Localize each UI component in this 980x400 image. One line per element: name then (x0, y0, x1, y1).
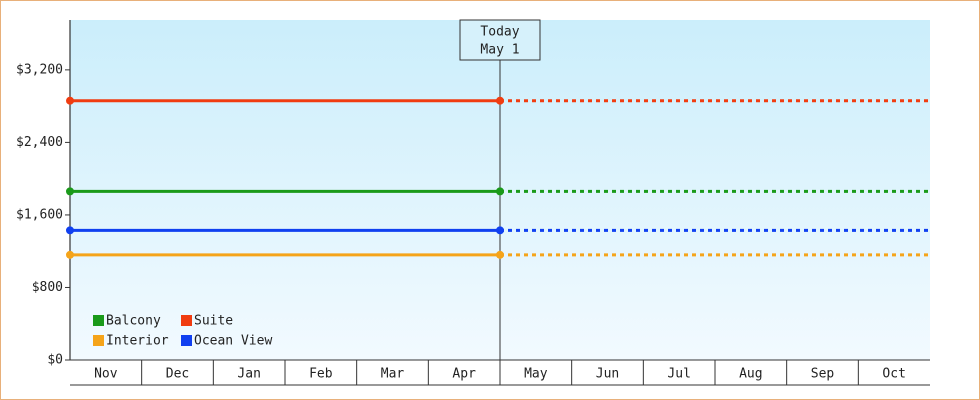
point (496, 226, 504, 235)
point (66, 187, 74, 196)
x-tick-label: Mar (381, 367, 405, 382)
point (496, 187, 504, 196)
legend-swatch (93, 335, 104, 346)
legend-label: Balcony (106, 314, 161, 329)
x-tick-label: Sep (811, 367, 835, 382)
today-label: Today (480, 25, 519, 40)
x-tick-label: Dec (166, 367, 189, 382)
point (496, 250, 504, 259)
y-tick-label: $1,600 (16, 207, 63, 222)
point (496, 96, 504, 105)
x-tick-label: Jan (237, 367, 260, 382)
legend-label: Interior (106, 334, 169, 349)
legend-label: Ocean View (194, 334, 272, 349)
y-tick-label: $0 (47, 353, 63, 368)
x-tick-label: Oct (882, 367, 905, 382)
y-tick-label: $3,200 (16, 62, 63, 77)
point (66, 250, 74, 259)
point (66, 226, 74, 235)
y-tick-label: $800 (32, 280, 63, 295)
x-tick-label: Nov (94, 367, 118, 382)
x-tick-label: Jul (667, 367, 690, 382)
x-tick-label: May (524, 367, 548, 382)
x-tick-label: Aug (739, 367, 762, 382)
legend-swatch (93, 315, 104, 326)
today-date: May 1 (480, 43, 519, 58)
y-tick-label: $2,400 (16, 135, 63, 150)
legend-label: Suite (194, 314, 233, 329)
x-tick-label: Jun (596, 367, 619, 382)
x-tick-label: Apr (452, 367, 476, 382)
point (66, 96, 74, 105)
today-box (459, 19, 541, 61)
legend-swatch (181, 335, 192, 346)
legend-swatch (181, 315, 192, 326)
x-tick-label: Feb (309, 367, 333, 382)
